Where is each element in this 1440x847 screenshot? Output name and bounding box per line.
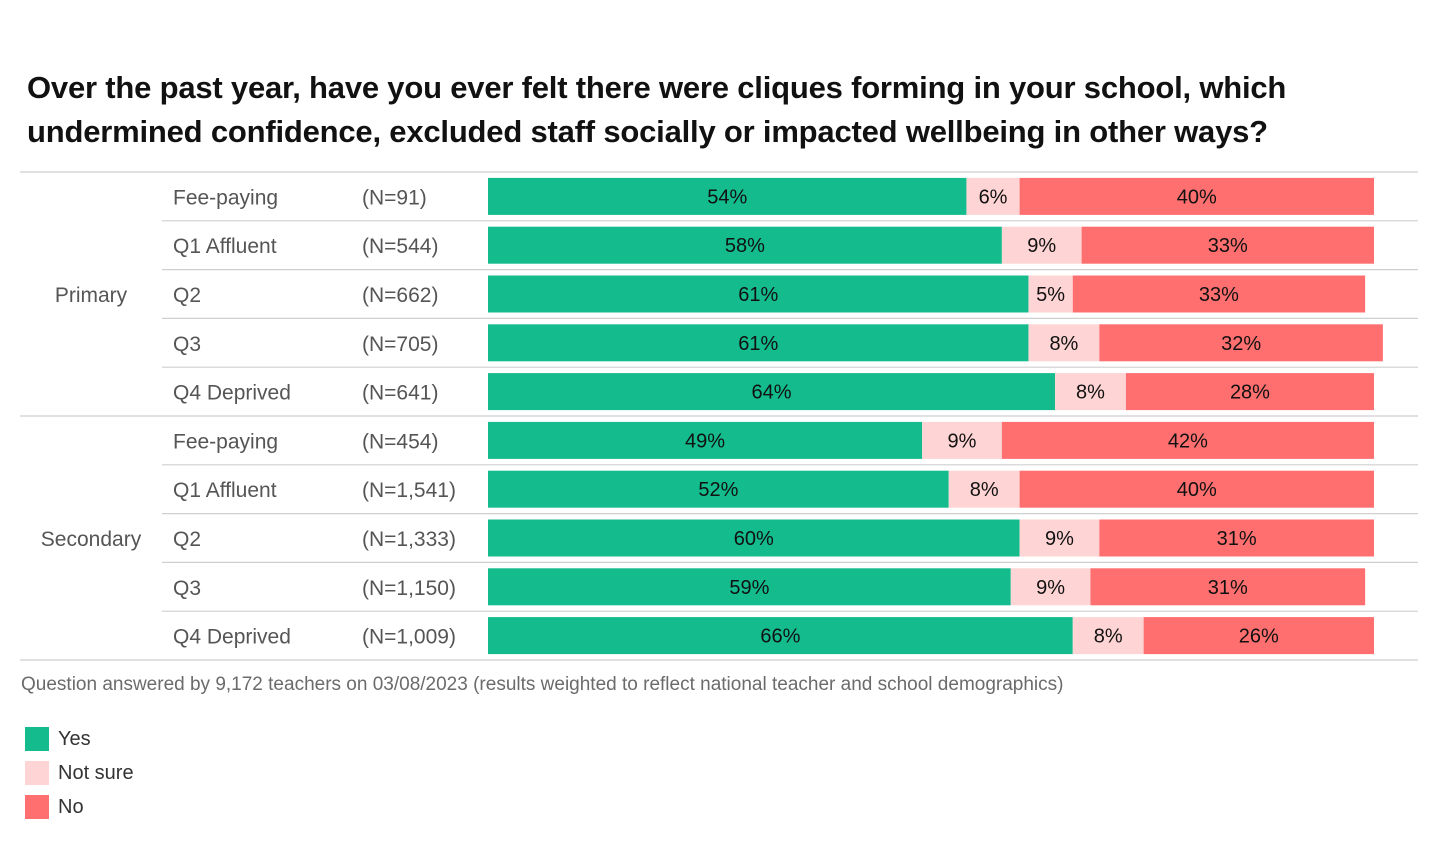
- bar-segment-not-sure: [948, 470, 1020, 508]
- data-label-no: 31%: [1217, 528, 1257, 550]
- row-label: Fee-paying: [173, 430, 278, 453]
- bar-segment-no: [1099, 324, 1383, 362]
- legend-item-not-sure: Not sure: [25, 756, 134, 790]
- bar-segment-yes: [488, 519, 1020, 557]
- data-label-no: 26%: [1239, 626, 1279, 648]
- data-label-not-sure: 8%: [1094, 626, 1123, 648]
- row-n-label: (N=641): [362, 382, 438, 405]
- data-label-not-sure: 8%: [1076, 382, 1105, 404]
- row-label: Fee-paying: [173, 186, 278, 209]
- data-label-yes: 61%: [738, 333, 778, 355]
- data-label-not-sure: 5%: [1036, 284, 1065, 306]
- legend-label-yes: Yes: [58, 727, 91, 750]
- bar-segment-not-sure: [966, 177, 1020, 215]
- bar-segment-not-sure: [1072, 617, 1144, 655]
- row-n-label: (N=705): [362, 333, 438, 356]
- bar-segment-not-sure: [922, 421, 1002, 459]
- data-label-not-sure: 9%: [1045, 528, 1074, 550]
- row-n-label: (N=1,333): [362, 528, 456, 551]
- row-n-label: (N=544): [362, 235, 438, 258]
- row-label: Q2: [173, 528, 201, 551]
- bar-segment-no: [1081, 226, 1374, 264]
- data-label-yes: 52%: [698, 479, 738, 501]
- bar-segment-no: [1090, 568, 1366, 606]
- bar-segment-no: [1019, 470, 1374, 508]
- data-label-yes: 64%: [752, 382, 792, 404]
- bar-segment-no: [1072, 275, 1366, 313]
- bar-segment-yes: [488, 617, 1073, 655]
- bar-segment-yes: [488, 177, 967, 215]
- legend-swatch-yes: [25, 727, 49, 751]
- row-label: Q2: [173, 284, 201, 307]
- row-label: Q4 Deprived: [173, 626, 291, 649]
- row-n-label: (N=454): [362, 430, 438, 453]
- legend-swatch-not-sure: [25, 761, 49, 785]
- bar-segment-yes: [488, 373, 1056, 411]
- legend-item-no: No: [25, 790, 134, 824]
- bar-segment-yes: [488, 568, 1011, 606]
- data-label-no: 32%: [1221, 333, 1261, 355]
- footnote: Question answered by 9,172 teachers on 0…: [21, 674, 1064, 695]
- bar-segment-no: [1001, 421, 1374, 459]
- bar-segment-yes: [488, 226, 1002, 264]
- bar-segment-yes: [488, 275, 1029, 313]
- data-label-yes: 54%: [707, 186, 747, 208]
- legend: Yes Not sure No: [25, 722, 134, 824]
- row-label: Q1 Affluent: [173, 479, 277, 502]
- data-label-yes: 61%: [738, 284, 778, 306]
- group-label: Primary: [55, 284, 128, 307]
- bar-segment-not-sure: [1019, 519, 1100, 557]
- row-n-label: (N=1,541): [362, 479, 456, 502]
- data-label-no: 42%: [1168, 430, 1208, 452]
- chart-title: Over the past year, have you ever felt t…: [27, 70, 1287, 149]
- bar-segment-yes: [488, 470, 949, 508]
- bar-segment-yes: [488, 421, 923, 459]
- row-n-label: (N=1,150): [362, 577, 456, 600]
- row-label: Q3: [173, 577, 201, 600]
- data-label-yes: 59%: [729, 577, 769, 599]
- bar-segment-no: [1125, 373, 1374, 411]
- group-label: Secondary: [41, 528, 142, 551]
- data-label-not-sure: 9%: [1027, 235, 1056, 257]
- data-label-yes: 58%: [725, 235, 765, 257]
- bar-segment-not-sure: [1028, 275, 1073, 313]
- bar-segment-no: [1019, 177, 1374, 215]
- bar-segment-no: [1099, 519, 1374, 557]
- data-label-not-sure: 8%: [1049, 333, 1078, 355]
- bar-segment-yes: [488, 324, 1029, 362]
- data-label-no: 28%: [1230, 382, 1270, 404]
- bar-segment-not-sure: [1055, 373, 1126, 411]
- bar-segment-not-sure: [1028, 324, 1100, 362]
- data-label-no: 40%: [1177, 186, 1217, 208]
- legend-item-yes: Yes: [25, 722, 134, 756]
- legend-label-no: No: [58, 795, 84, 818]
- row-label: Q1 Affluent: [173, 235, 277, 258]
- data-label-no: 31%: [1208, 577, 1248, 599]
- data-label-not-sure: 6%: [979, 186, 1008, 208]
- bar-segment-not-sure: [1010, 568, 1091, 606]
- data-label-no: 33%: [1199, 284, 1239, 306]
- data-label-yes: 60%: [734, 528, 774, 550]
- row-n-label: (N=662): [362, 284, 438, 307]
- data-label-no: 33%: [1208, 235, 1248, 257]
- row-label: Q3: [173, 333, 201, 356]
- legend-swatch-no: [25, 795, 49, 819]
- data-label-not-sure: 9%: [1036, 577, 1065, 599]
- bar-segment-not-sure: [1001, 226, 1082, 264]
- data-label-no: 40%: [1177, 479, 1217, 501]
- data-label-yes: 66%: [760, 626, 800, 648]
- legend-label-not-sure: Not sure: [58, 761, 134, 784]
- row-n-label: (N=91): [362, 186, 427, 209]
- bar-segment-no: [1143, 617, 1374, 655]
- row-n-label: (N=1,009): [362, 626, 456, 649]
- data-label-not-sure: 8%: [970, 479, 999, 501]
- data-label-not-sure: 9%: [948, 430, 977, 452]
- data-label-yes: 49%: [685, 430, 725, 452]
- row-label: Q4 Deprived: [173, 382, 291, 405]
